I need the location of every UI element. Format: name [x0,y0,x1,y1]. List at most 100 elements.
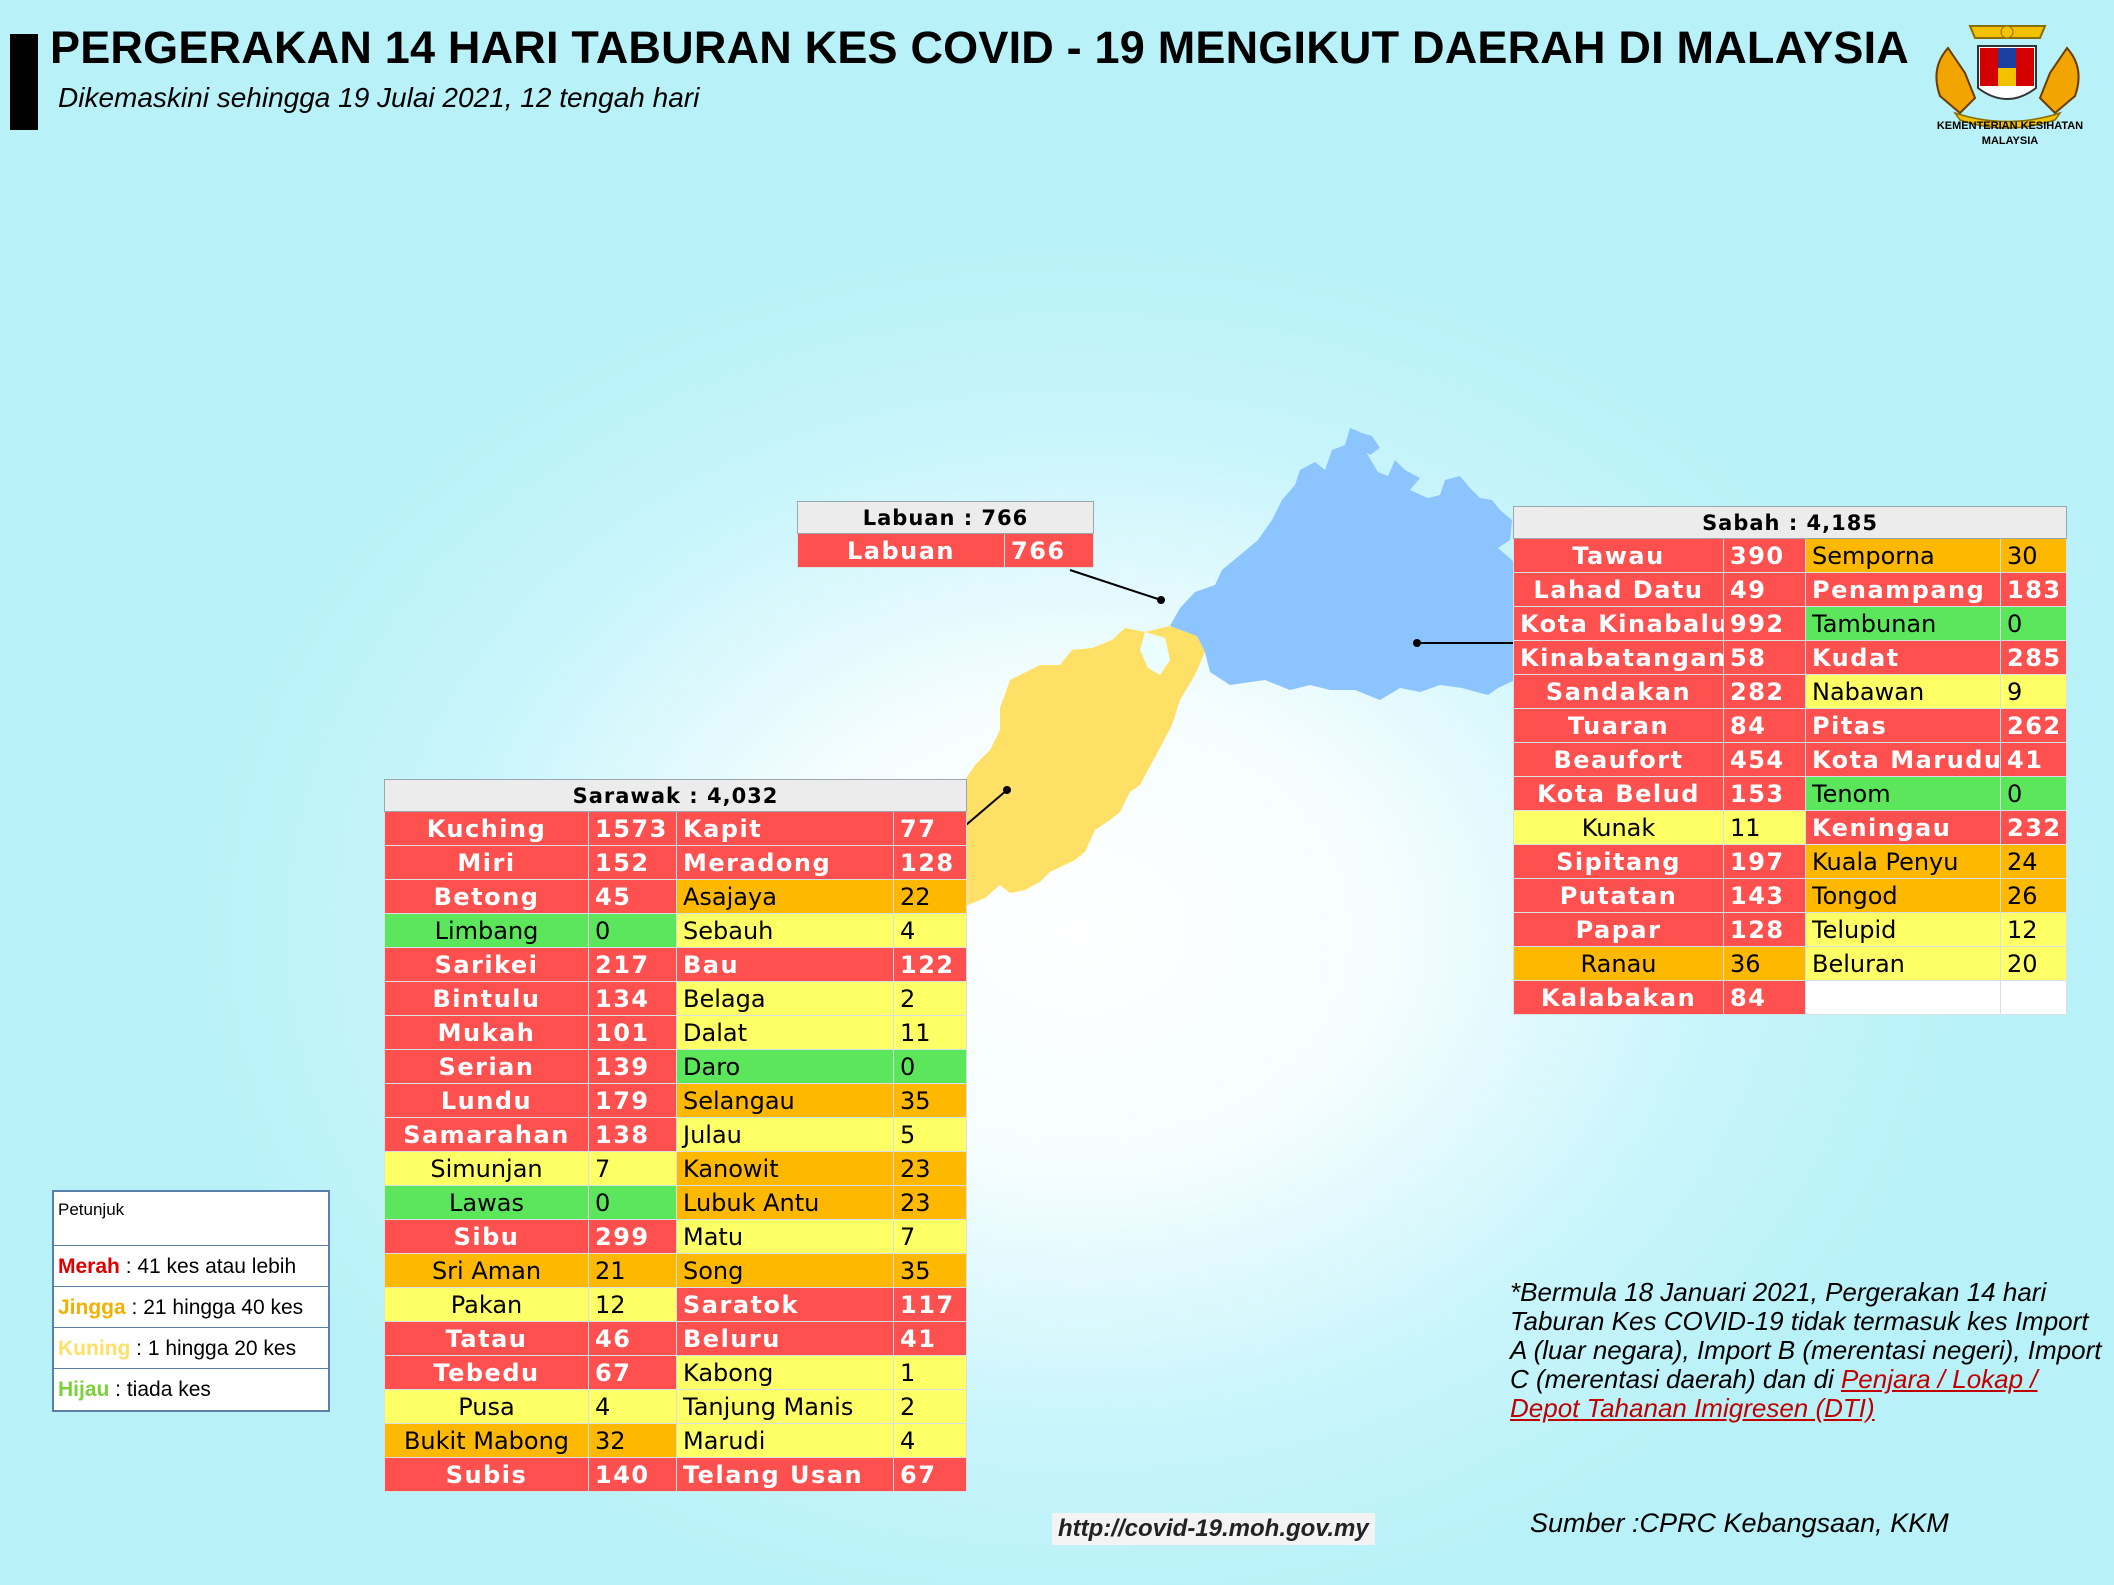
district-name: Miri [384,845,589,880]
legend-item-jingga: Jingga : 21 hingga 40 kes [54,1286,328,1327]
table-row: Putatan 143 Tongod 26 [1513,878,2068,913]
district-name: Pusa [384,1389,589,1424]
table-row: Beaufort 454 Kota Marudu 41 [1513,742,2068,777]
footnote-link[interactable]: Penjara / Lokap / Depot Tahanan Imigrese… [1510,1364,2038,1423]
district-name: Telupid [1805,912,2001,947]
table-row: Sri Aman 21 Song 35 [384,1253,967,1288]
district-name: Serian [384,1049,589,1084]
table-row: Tatau 46 Beluru 41 [384,1321,967,1356]
district-cases: 12 [1999,912,2068,947]
website-link[interactable]: http://covid-19.moh.gov.my [1052,1513,1375,1545]
district-cases: 7 [588,1151,677,1186]
title-accent-bar [10,34,38,130]
district-cases: 390 [1723,538,1806,573]
district-name: Bau [676,947,894,982]
legend-key: Kuning [58,1337,131,1360]
district-cases: 285 [1999,640,2068,675]
district-cases: 32 [588,1423,677,1458]
table-row: Serian 139 Daro 0 [384,1049,967,1084]
district-name: Tatau [384,1321,589,1356]
sabah-table: Sabah : 4,185 Tawau 390 Semporna 30 Lahad Da… [1512,506,2068,1015]
district-name: Papar [1513,912,1724,947]
district-name: Nabawan [1805,674,2001,709]
district-cases: 35 [893,1253,967,1288]
district-name: Kalabakan [1513,980,1724,1015]
table-row: Subis 140 Telang Usan 67 [384,1457,967,1492]
table-row: Limbang 0 Sebauh 4 [384,913,967,948]
legend-key: Hijau [58,1378,110,1401]
district-name: Song [676,1253,894,1288]
district-name: Beluru [676,1321,894,1356]
district-cases: 232 [1999,810,2068,845]
district-cases: 41 [1999,742,2068,777]
district-name: Meradong [676,845,894,880]
table-row: Lawas 0 Lubuk Antu 23 [384,1185,967,1220]
district-name: Asajaya [676,879,894,914]
district-name: Semporna [1805,538,2001,573]
district-name: Betong [384,879,589,914]
district-name: Sibu [384,1219,589,1254]
district-cases: 84 [1723,708,1806,743]
district-cases: 128 [893,845,967,880]
district-cases: 9 [1999,674,2068,709]
district-cases: 4 [893,913,967,948]
district-name: Kuching [384,811,589,846]
district-cases: 77 [893,811,967,846]
district-name: Kanowit [676,1151,894,1186]
district-cases: 21 [588,1253,677,1288]
district-cases: 183 [1999,572,2068,607]
logo-caption-line2: MALAYSIA [1981,135,2039,147]
district-name: Sebauh [676,913,894,948]
district-name: Sri Aman [384,1253,589,1288]
district-cases: 101 [588,1015,677,1050]
legend-item-kuning: Kuning : 1 hingga 20 kes [54,1327,328,1368]
table-row: Kunak 11 Keningau 232 [1513,810,2068,845]
district-name: Samarahan [384,1117,589,1152]
district-cases: 454 [1723,742,1806,777]
district-cases: 20 [1999,946,2068,981]
district-cases: 299 [588,1219,677,1254]
district-name: Tebedu [384,1355,589,1390]
district-cases: 7 [893,1219,967,1254]
district-name: Sandakan [1513,674,1724,709]
district-name: Pakan [384,1287,589,1322]
district-name: Ranau [1513,946,1724,981]
district-cases: 143 [1723,878,1806,913]
table-row: Pusa 4 Tanjung Manis 2 [384,1389,967,1424]
district-cases: 117 [893,1287,967,1322]
district-name: Keningau [1805,810,2001,845]
district-name: Penampang [1805,572,2001,607]
district-cases: 140 [588,1457,677,1492]
district-name: Lubuk Antu [676,1185,894,1220]
table-row: Pakan 12 Saratok 117 [384,1287,967,1322]
table-row: Sipitang 197 Kuala Penyu 24 [1513,844,2068,879]
table-row: Mukah 101 Dalat 11 [384,1015,967,1050]
district-cases: 0 [893,1049,967,1084]
district-cases: 67 [893,1457,967,1492]
district-name: Kinabatangan [1513,640,1724,675]
labuan-table: Labuan : 766 Labuan 766 [796,501,1095,568]
kkm-crest-logo [1935,25,2080,129]
district-cases: 134 [588,981,677,1016]
district-name: Lawas [384,1185,589,1220]
table-row: Tebedu 67 Kabong 1 [384,1355,967,1390]
district-cases: 45 [588,879,677,914]
district-name: Tambunan [1805,606,2001,641]
district-name: Putatan [1513,878,1724,913]
district-cases: 36 [1723,946,1806,981]
district-cases: 49 [1723,572,1806,607]
district-cases: 2 [893,1389,967,1424]
district-cases: 23 [893,1185,967,1220]
table-row: Simunjan 7 Kanowit 23 [384,1151,967,1186]
legend-key: Merah [58,1255,120,1278]
table-row: Bukit Mabong 32 Marudi 4 [384,1423,967,1458]
district-name: Labuan [797,533,1005,568]
footnote: *Bermula 18 Januari 2021, Pergerakan 14 … [1510,1278,2110,1423]
district-cases: 0 [1999,606,2068,641]
district-name: Kunak [1513,810,1724,845]
district-cases: 67 [588,1355,677,1390]
district-cases: 766 [1003,533,1095,568]
district-name: Kota Marudu [1805,742,2001,777]
legend-title: Petunjuk [58,1200,125,1219]
district-cases: 992 [1723,606,1806,641]
